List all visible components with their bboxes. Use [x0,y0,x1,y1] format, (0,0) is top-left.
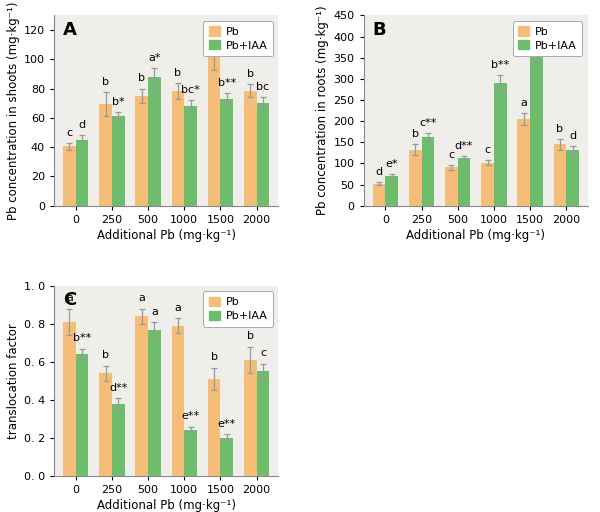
Text: b: b [247,69,254,79]
Text: a: a [175,303,181,313]
X-axis label: Additional Pb (mg·kg⁻¹): Additional Pb (mg·kg⁻¹) [97,499,236,512]
Text: b*: b* [112,97,125,107]
Text: b: b [556,124,563,134]
Bar [208,55,220,206]
Text: a**: a** [527,23,545,33]
Bar [208,379,220,476]
Text: d**: d** [109,383,127,393]
Bar [422,137,434,206]
Bar [244,360,257,476]
Bar [385,176,398,206]
Bar [566,151,579,206]
Bar [257,371,269,476]
Text: b: b [412,130,419,139]
Text: a: a [151,307,158,316]
Text: d: d [569,131,576,141]
Bar [184,106,197,206]
Text: C: C [63,291,76,309]
Bar [148,77,161,206]
Bar [220,438,233,476]
Text: c**: c** [419,118,437,128]
Bar [517,119,530,206]
Legend: Pb, Pb+IAA: Pb, Pb+IAA [513,21,583,56]
Bar [63,322,76,476]
Bar [99,104,112,206]
Text: a: a [520,98,527,108]
Text: a*: a* [148,53,161,63]
Text: a: a [211,25,218,35]
Bar [244,91,257,206]
Text: e**: e** [218,419,236,429]
Text: bc: bc [256,82,269,92]
Text: b: b [211,352,218,362]
Bar [409,150,422,206]
Bar [220,99,233,206]
Legend: Pb, Pb+IAA: Pb, Pb+IAA [203,21,273,56]
Text: b: b [247,331,254,342]
Bar [494,82,506,206]
Bar [136,316,148,476]
Text: e**: e** [182,411,200,421]
Bar [373,184,385,206]
X-axis label: Additional Pb (mg·kg⁻¹): Additional Pb (mg·kg⁻¹) [406,229,545,242]
Text: b**: b** [218,78,236,88]
Y-axis label: Pb concentration in roots (mg·kg⁻¹): Pb concentration in roots (mg·kg⁻¹) [316,6,329,216]
Text: e*: e* [385,159,398,169]
Bar [76,140,88,206]
Text: d: d [376,167,383,177]
Bar [112,116,125,206]
Legend: Pb, Pb+IAA: Pb, Pb+IAA [203,291,273,327]
Bar [148,330,161,476]
Bar [172,326,184,476]
Text: c: c [485,145,491,155]
Text: d: d [79,120,86,131]
Text: b: b [175,68,181,78]
Bar [481,163,494,206]
Bar [112,404,125,476]
Text: b: b [102,77,109,87]
Bar [257,102,269,206]
Bar [445,167,458,206]
Text: B: B [373,21,386,39]
Bar [530,50,543,206]
Bar [76,354,88,476]
Bar [63,146,76,206]
Text: c: c [448,150,454,160]
Text: b: b [138,73,145,83]
Text: a: a [139,293,145,303]
Text: c: c [260,349,266,358]
Text: A: A [63,21,77,39]
Text: bc*: bc* [181,85,200,95]
Text: d**: d** [455,141,473,151]
Y-axis label: Pb concentration in shoots (mg·kg⁻¹): Pb concentration in shoots (mg·kg⁻¹) [7,2,20,220]
Text: b**: b** [491,60,509,70]
Text: a: a [66,293,73,303]
Text: b: b [102,350,109,360]
Bar [458,158,470,206]
Bar [136,96,148,206]
Text: c: c [67,127,73,138]
Y-axis label: translocation factor: translocation factor [7,323,20,439]
Bar [554,144,566,206]
Text: b**: b** [73,333,91,343]
Bar [99,373,112,476]
X-axis label: Additional Pb (mg·kg⁻¹): Additional Pb (mg·kg⁻¹) [97,229,236,242]
Bar [184,431,197,476]
Bar [172,91,184,206]
